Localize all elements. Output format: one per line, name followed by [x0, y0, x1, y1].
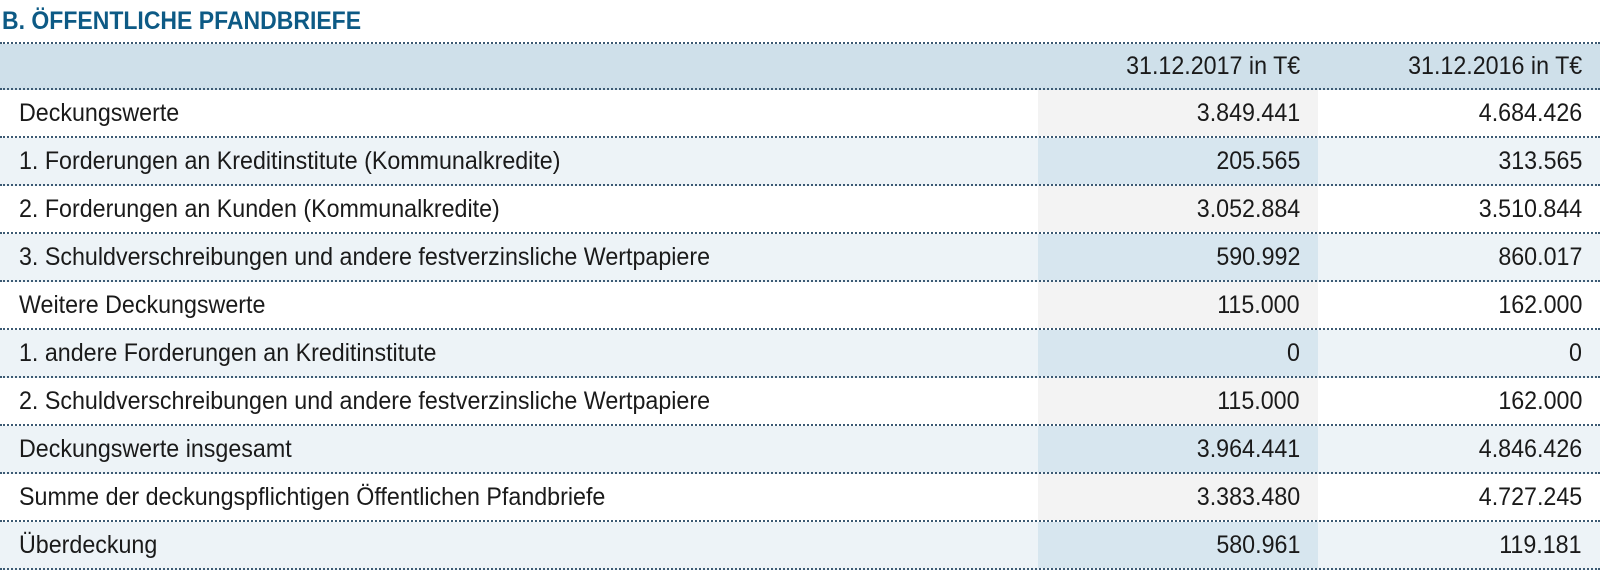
row-label: 1. Forderungen an Kreditinstitute (Kommu… [19, 146, 561, 175]
value-2017-cell: 3.052.884 [1038, 186, 1318, 232]
value-2016-cell: 3.510.844 [1318, 186, 1600, 232]
value-2017-cell: 590.992 [1038, 234, 1318, 280]
header-col-2016: 31.12.2016 in T€ [1318, 44, 1600, 88]
table-row: Summe der deckungspflichtigen Öffentlich… [0, 474, 1600, 522]
row-label: 3. Schuldverschreibungen und andere fest… [19, 242, 711, 271]
row-label-cell: Summe der deckungspflichtigen Öffentlich… [0, 474, 1038, 520]
row-label-cell: 2. Forderungen an Kunden (Kommunalkredit… [0, 186, 1038, 232]
value-2016: 162.000 [1497, 290, 1582, 319]
table-row: 2. Schuldverschreibungen und andere fest… [0, 378, 1600, 426]
row-label-cell: 1. Forderungen an Kreditinstitute (Kommu… [0, 138, 1038, 184]
value-2017: 115.000 [1217, 290, 1300, 319]
value-2016: 162.000 [1497, 386, 1582, 415]
table-row: Weitere Deckungswerte 115.000 162.000 [0, 282, 1600, 330]
value-2016-cell: 0 [1318, 330, 1600, 376]
row-label-cell: Überdeckung [0, 522, 1038, 568]
value-2016-cell: 119.181 [1318, 522, 1600, 568]
value-2017-cell: 3.383.480 [1038, 474, 1318, 520]
row-label: Deckungswerte insgesamt [19, 434, 292, 463]
value-2017-cell: 115.000 [1038, 282, 1318, 328]
value-2016-cell: 4.684.426 [1318, 90, 1600, 136]
table-row: 3. Schuldverschreibungen und andere fest… [0, 234, 1600, 282]
value-2017-cell: 115.000 [1038, 378, 1318, 424]
row-label-cell: 2. Schuldverschreibungen und andere fest… [0, 378, 1038, 424]
value-2016: 3.510.844 [1478, 194, 1582, 223]
row-label: Überdeckung [19, 530, 158, 559]
value-2016-cell: 4.846.426 [1318, 426, 1600, 472]
row-label-cell: 1. andere Forderungen an Kreditinstitute [0, 330, 1038, 376]
value-2017: 0 [1287, 338, 1300, 367]
value-2017-cell: 3.849.441 [1038, 90, 1318, 136]
table-row: 1. Forderungen an Kreditinstitute (Kommu… [0, 138, 1600, 186]
value-2017: 3.964.441 [1196, 434, 1300, 463]
value-2017-cell: 0 [1038, 330, 1318, 376]
row-label: 2. Forderungen an Kunden (Kommunalkredit… [19, 194, 500, 223]
row-label-cell: 3. Schuldverschreibungen und andere fest… [0, 234, 1038, 280]
value-2016-cell: 313.565 [1318, 138, 1600, 184]
value-2017: 590.992 [1215, 242, 1300, 271]
row-label-cell: Deckungswerte insgesamt [0, 426, 1038, 472]
value-2016-cell: 162.000 [1318, 378, 1600, 424]
value-2016-cell: 860.017 [1318, 234, 1600, 280]
header-col-2016-label: 31.12.2016 in T€ [1407, 51, 1582, 80]
value-2016: 0 [1569, 338, 1582, 367]
value-2017-cell: 205.565 [1038, 138, 1318, 184]
row-label: 2. Schuldverschreibungen und andere fest… [19, 386, 711, 415]
value-2016: 4.727.245 [1478, 482, 1582, 511]
value-2017: 580.961 [1215, 530, 1300, 559]
table-row: Überdeckung 580.961 119.181 [0, 522, 1600, 570]
value-2017-cell: 3.964.441 [1038, 426, 1318, 472]
value-2017: 3.849.441 [1196, 98, 1300, 127]
table-row: Deckungswerte insgesamt 3.964.441 4.846.… [0, 426, 1600, 474]
header-col-2017-label: 31.12.2017 in T€ [1125, 51, 1300, 80]
value-2016: 4.846.426 [1478, 434, 1582, 463]
coverage-table: 31.12.2017 in T€ 31.12.2016 in T€ Deckun… [0, 42, 1600, 570]
value-2017: 205.565 [1215, 146, 1300, 175]
value-2016: 119.181 [1499, 530, 1582, 559]
value-2017: 3.383.480 [1196, 482, 1300, 511]
row-label: Deckungswerte [19, 98, 180, 127]
header-label-cell [0, 44, 1038, 88]
value-2016: 4.684.426 [1478, 98, 1582, 127]
value-2016-cell: 4.727.245 [1318, 474, 1600, 520]
table-title: B. ÖFFENTLICHE PFANDBRIEFE [2, 7, 362, 35]
row-label-cell: Deckungswerte [0, 90, 1038, 136]
table-header-row: 31.12.2017 in T€ 31.12.2016 in T€ [0, 44, 1600, 90]
table-row: Deckungswerte 3.849.441 4.684.426 [0, 90, 1600, 138]
table-row: 2. Forderungen an Kunden (Kommunalkredit… [0, 186, 1600, 234]
value-2016: 860.017 [1497, 242, 1582, 271]
table-row: 1. andere Forderungen an Kreditinstitute… [0, 330, 1600, 378]
value-2017: 115.000 [1217, 386, 1300, 415]
value-2017-cell: 580.961 [1038, 522, 1318, 568]
row-label: Summe der deckungspflichtigen Öffentlich… [19, 482, 606, 511]
row-label: 1. andere Forderungen an Kreditinstitute [19, 338, 437, 367]
header-col-2017: 31.12.2017 in T€ [1038, 44, 1318, 88]
value-2016: 313.565 [1497, 146, 1582, 175]
row-label: Weitere Deckungswerte [19, 290, 266, 319]
value-2016-cell: 162.000 [1318, 282, 1600, 328]
row-label-cell: Weitere Deckungswerte [0, 282, 1038, 328]
value-2017: 3.052.884 [1196, 194, 1300, 223]
